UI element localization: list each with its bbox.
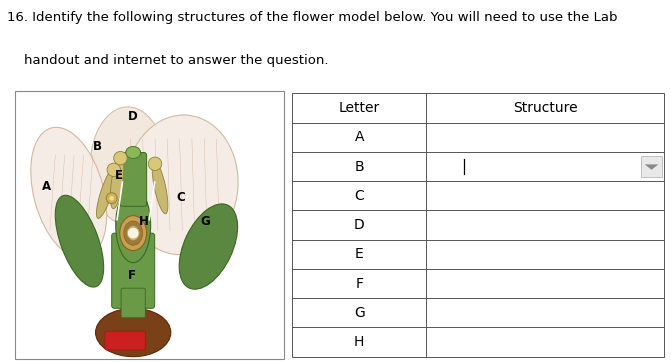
Ellipse shape xyxy=(107,163,121,176)
FancyBboxPatch shape xyxy=(111,233,155,308)
Text: A: A xyxy=(354,130,364,144)
Ellipse shape xyxy=(110,155,123,209)
Text: A: A xyxy=(42,180,51,193)
Ellipse shape xyxy=(95,308,171,357)
Text: B: B xyxy=(93,140,102,153)
Ellipse shape xyxy=(97,167,116,219)
Ellipse shape xyxy=(31,127,107,258)
Text: C: C xyxy=(354,189,364,203)
FancyBboxPatch shape xyxy=(121,288,145,318)
Text: H: H xyxy=(354,335,364,349)
Text: E: E xyxy=(114,170,122,182)
Ellipse shape xyxy=(127,226,139,241)
Text: Structure: Structure xyxy=(513,101,577,115)
Ellipse shape xyxy=(125,147,140,159)
Text: D: D xyxy=(354,218,364,232)
Text: 16. Identify the following structures of the flower model below. You will need t: 16. Identify the following structures of… xyxy=(7,11,617,24)
Bar xyxy=(641,156,662,177)
Ellipse shape xyxy=(109,195,115,201)
Ellipse shape xyxy=(125,115,238,254)
Ellipse shape xyxy=(106,193,117,204)
Ellipse shape xyxy=(90,107,166,225)
Ellipse shape xyxy=(119,216,146,250)
Text: C: C xyxy=(176,191,185,204)
Ellipse shape xyxy=(152,161,168,214)
Text: F: F xyxy=(127,269,136,282)
Text: B: B xyxy=(354,160,364,174)
Text: H: H xyxy=(138,215,148,228)
Text: handout and internet to answer the question.: handout and internet to answer the quest… xyxy=(7,54,328,66)
FancyBboxPatch shape xyxy=(119,152,146,206)
Ellipse shape xyxy=(115,187,151,263)
Ellipse shape xyxy=(123,221,142,245)
Text: G: G xyxy=(354,306,364,320)
Ellipse shape xyxy=(113,151,127,165)
Ellipse shape xyxy=(148,157,162,171)
Ellipse shape xyxy=(55,195,103,287)
Polygon shape xyxy=(645,164,658,170)
Text: F: F xyxy=(355,277,363,290)
Text: Letter: Letter xyxy=(339,101,380,115)
Ellipse shape xyxy=(179,204,238,289)
Text: G: G xyxy=(201,215,210,228)
Text: D: D xyxy=(127,110,138,123)
Circle shape xyxy=(127,227,139,239)
Text: E: E xyxy=(355,247,364,261)
FancyBboxPatch shape xyxy=(105,331,145,350)
